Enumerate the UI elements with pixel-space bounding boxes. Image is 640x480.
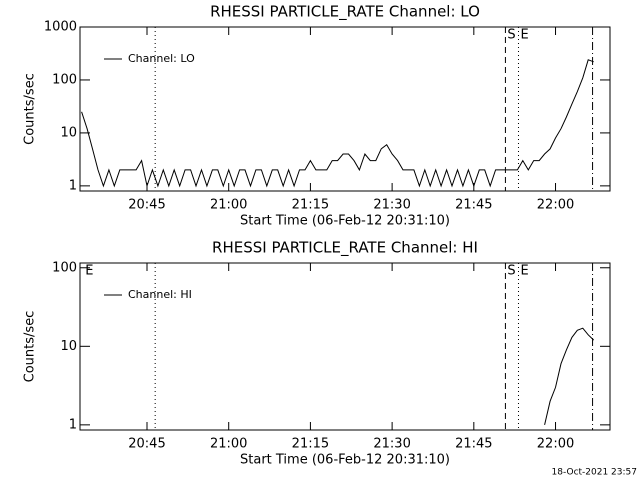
x-tick-label: 21:30 bbox=[373, 437, 410, 452]
y-tick-label: 1 bbox=[69, 417, 77, 432]
annotation: S bbox=[507, 264, 515, 279]
x-tick-label: 21:45 bbox=[455, 198, 492, 213]
y-tick-label: 100 bbox=[52, 72, 77, 87]
annotation: E bbox=[520, 264, 528, 279]
y-axis-label: Counts/sec bbox=[23, 73, 38, 145]
x-tick-label: 21:30 bbox=[373, 198, 410, 213]
annotation: E bbox=[520, 28, 528, 43]
y-tick-label: 10 bbox=[60, 125, 77, 140]
x-axis-label: Start Time (06-Feb-12 20:31:10) bbox=[240, 214, 450, 229]
y-tick-label: 10 bbox=[60, 339, 77, 354]
x-tick-label: 22:00 bbox=[537, 198, 574, 213]
x-tick-label: 22:00 bbox=[537, 437, 574, 452]
x-axis-label: Start Time (06-Feb-12 20:31:10) bbox=[240, 453, 450, 468]
x-tick-label: 21:15 bbox=[292, 198, 329, 213]
timestamp: 18-Oct-2021 23:57 bbox=[552, 468, 637, 478]
legend-label: Channel: HI bbox=[128, 288, 192, 301]
chart-title: RHESSI PARTICLE_RATE Channel: HI bbox=[212, 239, 478, 258]
data-line bbox=[544, 327, 595, 426]
annotation: S bbox=[507, 28, 515, 43]
x-tick-label: 21:00 bbox=[210, 437, 247, 452]
chart-title: RHESSI PARTICLE_RATE Channel: LO bbox=[210, 3, 480, 22]
x-tick-label: 21:00 bbox=[210, 198, 247, 213]
y-tick-label: 100 bbox=[52, 260, 77, 275]
x-tick-label: 21:45 bbox=[455, 437, 492, 452]
y-tick-label: 1 bbox=[69, 178, 77, 193]
y-tick-label: 1000 bbox=[44, 20, 77, 35]
data-line bbox=[81, 59, 594, 188]
x-tick-label: 20:45 bbox=[128, 198, 165, 213]
legend-label: Channel: LO bbox=[128, 52, 195, 65]
annotation: E bbox=[85, 264, 93, 279]
x-tick-label: 20:45 bbox=[128, 437, 165, 452]
y-axis-label: Counts/sec bbox=[23, 311, 38, 383]
x-tick-label: 21:15 bbox=[292, 437, 329, 452]
plot-frame bbox=[79, 26, 611, 192]
